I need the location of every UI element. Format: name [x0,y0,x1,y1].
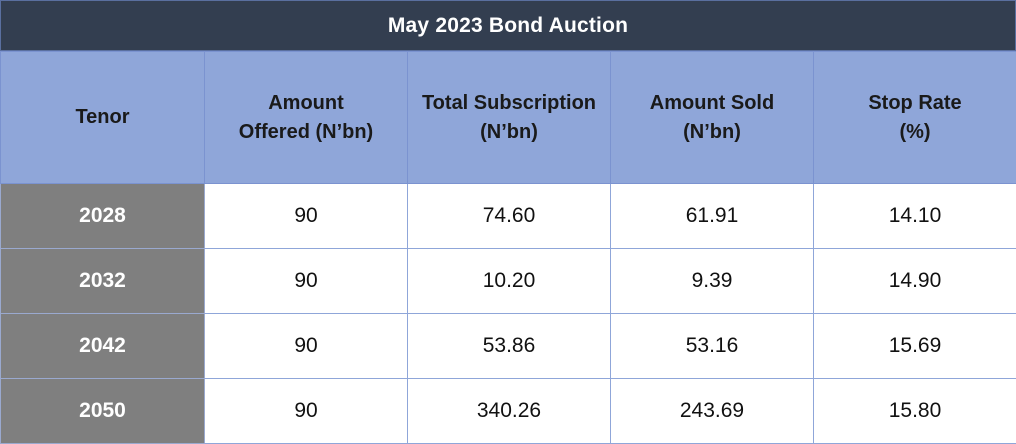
bond-auction-table-container: May 2023 Bond Auction Tenor Amount Offered… [0,0,1016,433]
cell-amount-offered: 90 [205,314,408,379]
cell-amount-sold: 61.91 [611,184,814,249]
header-amount-offered-line: Offered (N’bn) [239,121,373,143]
cell-amount-offered: 90 [205,184,408,249]
header-row: Tenor Amount Offered (N’bn) Total Subscript… [1,52,1016,184]
cell-amount-sold: 9.39 [611,249,814,314]
header-total-subscription-line: (N’bn) [480,121,538,143]
cell-amount-offered: 90 [205,379,408,444]
cell-total-subscription: 53.86 [408,314,611,379]
table-title: May 2023 Bond Auction [0,0,1016,51]
table-header: Tenor Amount Offered (N’bn) Total Subscript… [1,52,1016,184]
header-tenor: Tenor [1,52,205,184]
bond-auction-table: Tenor Amount Offered (N’bn) Total Subscript… [0,51,1016,444]
header-stop-rate-line: Stop Rate [868,92,961,114]
cell-tenor: 2032 [1,249,205,314]
cell-stop-rate: 14.90 [814,249,1016,314]
cell-amount-offered: 90 [205,249,408,314]
cell-stop-rate: 14.10 [814,184,1016,249]
header-amount-sold-line: Amount Sold [650,92,774,114]
cell-total-subscription: 10.20 [408,249,611,314]
cell-tenor: 2028 [1,184,205,249]
cell-amount-sold: 53.16 [611,314,814,379]
cell-total-subscription: 74.60 [408,184,611,249]
header-stop-rate-line: (%) [899,121,930,143]
cell-tenor: 2050 [1,379,205,444]
header-amount-offered: Amount Offered (N’bn) [205,52,408,184]
header-amount-sold: Amount Sold (N’bn) [611,52,814,184]
cell-stop-rate: 15.69 [814,314,1016,379]
cell-tenor: 2042 [1,314,205,379]
cell-total-subscription: 340.26 [408,379,611,444]
header-amount-offered-line: Amount [268,92,344,114]
header-total-subscription-line: Total Subscription [422,92,596,114]
header-total-subscription: Total Subscription (N’bn) [408,52,611,184]
header-amount-sold-line: (N’bn) [683,121,741,143]
header-tenor-line: Tenor [75,106,129,128]
header-stop-rate: Stop Rate (%) [814,52,1016,184]
cell-amount-sold: 243.69 [611,379,814,444]
cell-stop-rate: 15.80 [814,379,1016,444]
